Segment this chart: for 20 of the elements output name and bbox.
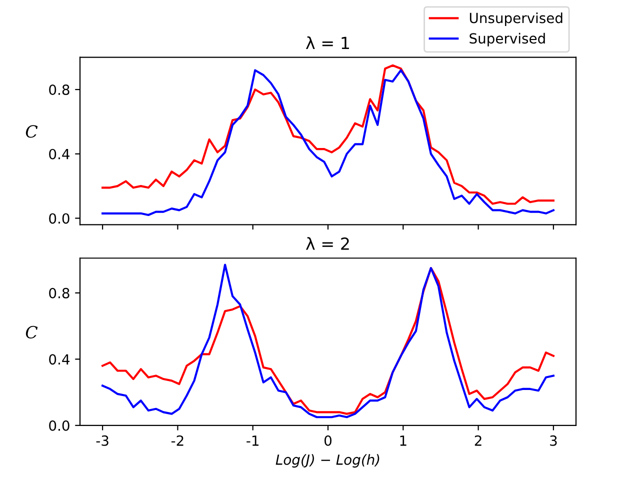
x-tick-label: -2 — [171, 435, 184, 446]
y-tick-label: 0.4 — [49, 148, 70, 160]
x-tick-label: -1 — [246, 436, 258, 446]
x-tick-label: 2 — [474, 435, 482, 446]
y-axis-title: C — [26, 326, 38, 339]
x-tick-label: 3 — [550, 435, 557, 446]
x-tick-label: 0 — [324, 435, 332, 446]
y-tick-label: 0.0 — [49, 213, 70, 224]
legend-label: Unsupervised — [470, 12, 562, 26]
y-tick-label: 0.0 — [49, 420, 70, 431]
chart-title: λ = 2 — [306, 237, 349, 250]
y-tick-label: 0.4 — [49, 354, 70, 365]
chart-title: λ = 1 — [306, 36, 349, 50]
x-tick-label: 1 — [400, 436, 406, 446]
y-axis-title: C — [26, 125, 38, 138]
x-axis-title: Log(J) − Log(h) — [276, 454, 380, 468]
y-tick-label: 0.8 — [49, 288, 70, 298]
x-tick-label: -3 — [96, 435, 108, 446]
y-tick-label: 0.8 — [49, 84, 70, 96]
legend-label: Supervised — [470, 32, 545, 46]
